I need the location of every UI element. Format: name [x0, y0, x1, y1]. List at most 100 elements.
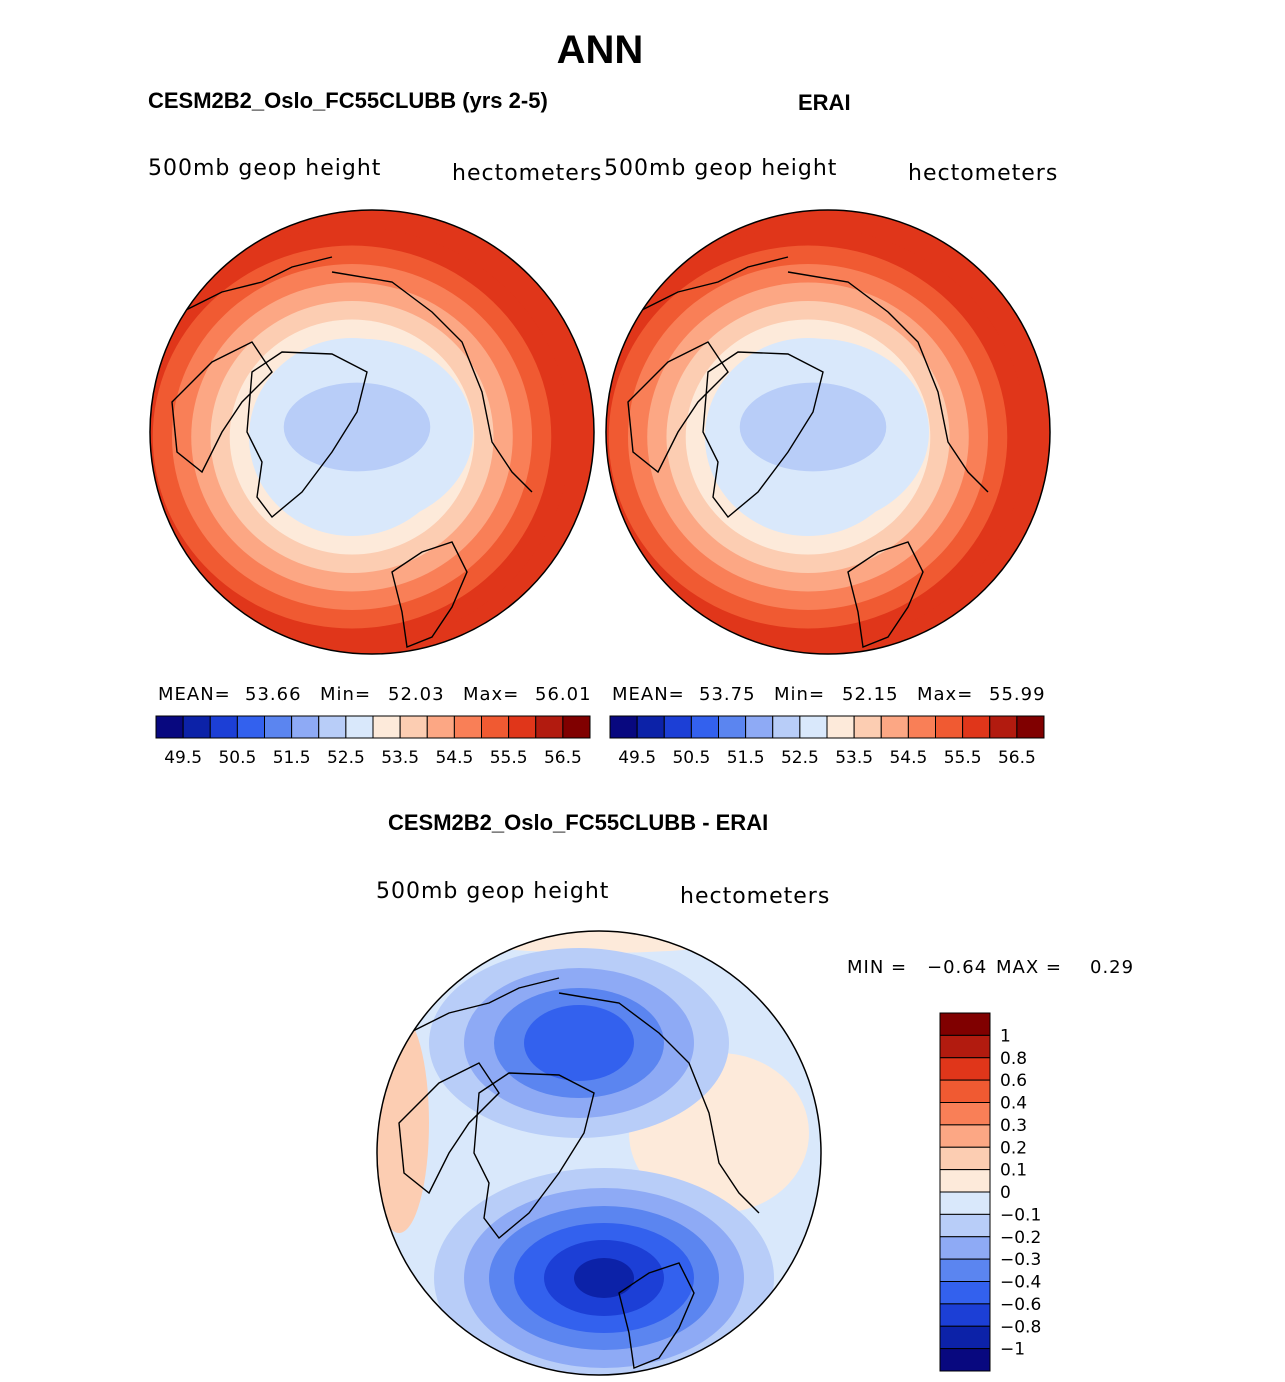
colorbar-tick-label: 49.5 — [164, 748, 202, 768]
greenland — [473, 1072, 595, 1240]
canadian-archipelago — [171, 341, 273, 474]
colorbar-box — [182, 715, 211, 739]
panel-1-map — [150, 210, 594, 654]
colorbar-box — [939, 1325, 991, 1350]
scandinavia — [847, 541, 924, 648]
colorbar-box — [663, 715, 692, 739]
panel-2-map — [606, 210, 1050, 654]
colorbar-box — [718, 715, 747, 739]
difference-variable: 500mb geop height — [376, 879, 610, 904]
panel-1-colorbar: 49.5 50.5 51.5 52.5 53.5 54.5 55.5 56.5 — [155, 715, 591, 768]
colorbar-tick-label: 52.5 — [781, 748, 819, 768]
difference-max-label: MAX = — [996, 957, 1062, 978]
colorbar-tick-label: 1 — [1000, 1026, 1011, 1046]
colorbar-box — [1016, 715, 1045, 739]
colorbar-box — [535, 715, 564, 739]
colorbar-tick-label: −0.8 — [1000, 1317, 1041, 1337]
colorbar-tick-label: −0.6 — [1000, 1295, 1041, 1315]
siberian-coast — [787, 271, 989, 493]
colorbar-tick-label: 53.5 — [381, 748, 419, 768]
panel-1-map-border — [149, 209, 595, 655]
panel-2-colorbar: 49.5 50.5 51.5 52.5 53.5 54.5 55.5 56.5 — [609, 715, 1045, 768]
polar-low — [739, 382, 887, 472]
scandinavia — [618, 1262, 695, 1369]
scandinavia — [391, 541, 468, 648]
panel-1-variable: 500mb geop height — [148, 156, 382, 181]
colorbar-box — [772, 715, 801, 739]
difference-title: CESM2B2_Oslo_FC55CLUBB - ERAI — [388, 810, 769, 835]
colorbar-box — [935, 715, 964, 739]
colorbar-box — [939, 1079, 991, 1103]
difference-min: −0.64 — [927, 957, 988, 978]
colorbar-box — [939, 1348, 991, 1372]
colorbar-box — [318, 715, 347, 739]
colorbar-tick-label: −0.1 — [1000, 1205, 1041, 1225]
greenland — [702, 351, 824, 519]
colorbar-box — [155, 715, 184, 739]
panel-2-units: hectometers — [908, 161, 1059, 186]
colorbar-box — [880, 715, 909, 739]
difference-units: hectometers — [680, 884, 831, 909]
panel-1-units: hectometers — [452, 161, 603, 186]
colorbar-box — [799, 715, 828, 739]
panel-1-min-label: Min= — [320, 684, 372, 705]
colorbar-tick-label: −0.2 — [1000, 1228, 1041, 1248]
colorbar-box — [907, 715, 936, 739]
colorbar-box — [939, 1258, 991, 1282]
colorbar-tick-label: −0.4 — [1000, 1273, 1041, 1293]
figure-title: ANN — [556, 28, 644, 72]
colorbar-box — [939, 1012, 991, 1036]
colorbar-tick-label: 52.5 — [327, 748, 365, 768]
colorbar-box — [939, 1303, 991, 1327]
colorbar-box — [291, 715, 320, 739]
colorbar-tick-label: 0.3 — [1000, 1116, 1027, 1136]
canadian-archipelago — [398, 1062, 500, 1195]
colorbar-box — [508, 715, 537, 739]
colorbar-box — [609, 715, 638, 739]
difference-map-border — [376, 930, 822, 1376]
diff-positive-anomaly-north — [379, 931, 819, 953]
colorbar-box — [345, 715, 374, 739]
colorbar-box — [562, 715, 591, 739]
panel-1-min: 52.03 — [388, 684, 445, 705]
diff-negative-anomaly-south — [574, 1258, 634, 1298]
colorbar-box — [372, 715, 401, 739]
panel-2-map-border — [605, 209, 1051, 655]
colorbar-box — [939, 1034, 991, 1059]
colorbar-box — [636, 715, 665, 739]
panel-2-max: 55.99 — [989, 684, 1046, 705]
polar-low — [283, 382, 431, 472]
panel-1-max-label: Max= — [463, 684, 520, 705]
colorbar-box — [939, 1236, 991, 1260]
colorbar-tick-label: 51.5 — [273, 748, 311, 768]
colorbar-tick-label: 53.5 — [835, 748, 873, 768]
colorbar-box — [962, 715, 991, 739]
colorbar-box — [939, 1169, 991, 1193]
colorbar-box — [939, 1146, 991, 1171]
colorbar-tick-label: 0.1 — [1000, 1161, 1027, 1181]
colorbar-tick-label: 50.5 — [218, 748, 256, 768]
panel-1-mean: 53.66 — [245, 684, 302, 705]
siberian-coast — [331, 271, 533, 493]
panel-2-max-label: Max= — [917, 684, 974, 705]
panel-1-mean-label: MEAN= — [158, 684, 231, 705]
colorbar-tick-label: 50.5 — [672, 748, 710, 768]
colorbar-box — [939, 1191, 991, 1215]
siberian-coast — [558, 992, 760, 1214]
colorbar-box — [853, 715, 882, 739]
colorbar-tick-label: −0.3 — [1000, 1250, 1041, 1270]
panel-2-min: 52.15 — [842, 684, 899, 705]
colorbar-box — [690, 715, 719, 739]
panel-2-min-label: Min= — [774, 684, 826, 705]
greenland — [246, 351, 368, 519]
colorbar-box — [826, 715, 855, 739]
panel-2-title: ERAI — [798, 90, 851, 115]
colorbar-box — [939, 1213, 991, 1238]
colorbar-box — [989, 715, 1018, 739]
colorbar-box — [939, 1102, 991, 1126]
panel-1-max: 56.01 — [535, 684, 592, 705]
colorbar-box — [481, 715, 510, 739]
colorbar-box — [745, 715, 774, 739]
difference-colorbar: 1 0.80.6 0.40.30.2 0.10−0.1 −0.2−0.3 −0.4−0.6… — [939, 1012, 1041, 1372]
